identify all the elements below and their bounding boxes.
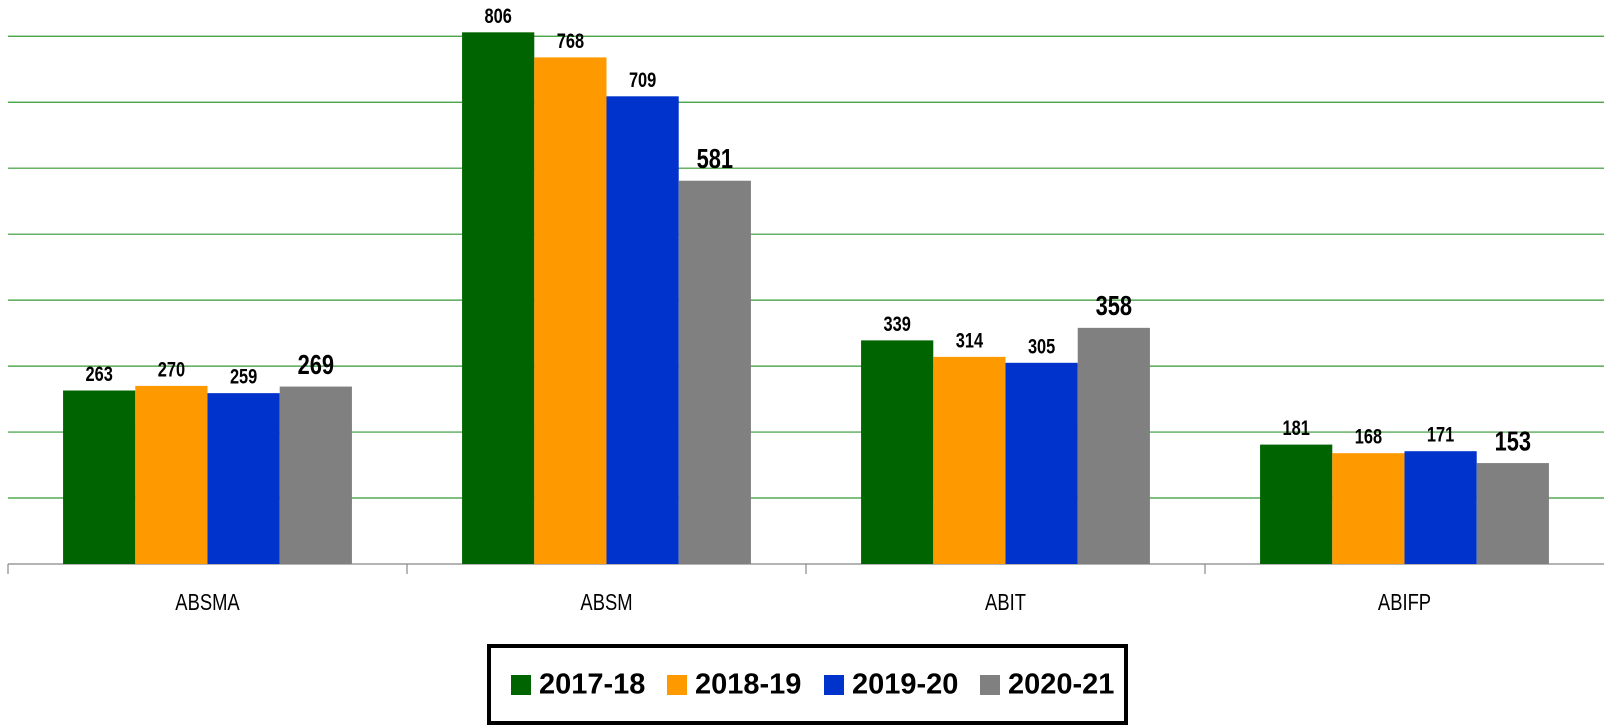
legend-swatch: [824, 675, 844, 695]
value-label: 314: [956, 328, 984, 351]
value-label: 269: [298, 349, 334, 380]
x-tick-label: ABIT: [985, 590, 1026, 615]
legend-label: 2019-20: [852, 669, 958, 701]
bar: [678, 180, 751, 564]
x-tick-label: ABIFP: [1378, 590, 1431, 615]
value-label: 153: [1495, 426, 1531, 457]
value-label: 768: [557, 29, 584, 52]
legend-label: 2017-18: [539, 669, 645, 701]
value-label: 339: [884, 312, 911, 335]
bar: [279, 386, 352, 564]
value-label: 709: [629, 68, 656, 91]
value-label: 181: [1283, 416, 1310, 439]
bar: [1077, 327, 1150, 564]
value-label: 263: [86, 362, 113, 385]
x-tick-label: ABSM: [580, 590, 632, 615]
value-label: 806: [485, 4, 512, 27]
legend-box: [487, 644, 1128, 725]
value-label: 259: [230, 365, 257, 388]
bar: [861, 340, 934, 564]
value-label: 270: [158, 357, 185, 380]
legend-swatch: [667, 675, 687, 695]
bar: [1260, 444, 1333, 564]
value-label: 305: [1028, 334, 1055, 357]
bar: [606, 96, 679, 564]
value-label: 581: [697, 144, 733, 175]
bar: [534, 57, 607, 565]
legend-swatch: [511, 675, 531, 695]
value-label: 168: [1355, 425, 1382, 448]
bar: [207, 393, 280, 564]
value-label: 171: [1427, 423, 1454, 446]
legend-label: 2020-21: [1008, 669, 1114, 701]
bar: [135, 385, 208, 564]
legend-swatch: [980, 675, 1000, 695]
bar: [63, 390, 136, 564]
x-tick-label: ABSMA: [175, 590, 239, 615]
bar: [462, 32, 535, 564]
bar: [1332, 453, 1405, 564]
bar: [933, 356, 1006, 564]
value-label: 358: [1096, 291, 1132, 322]
bar: [1005, 362, 1078, 564]
legend-label: 2018-19: [695, 669, 801, 701]
bar: [1476, 463, 1549, 564]
bar: [1404, 451, 1477, 564]
